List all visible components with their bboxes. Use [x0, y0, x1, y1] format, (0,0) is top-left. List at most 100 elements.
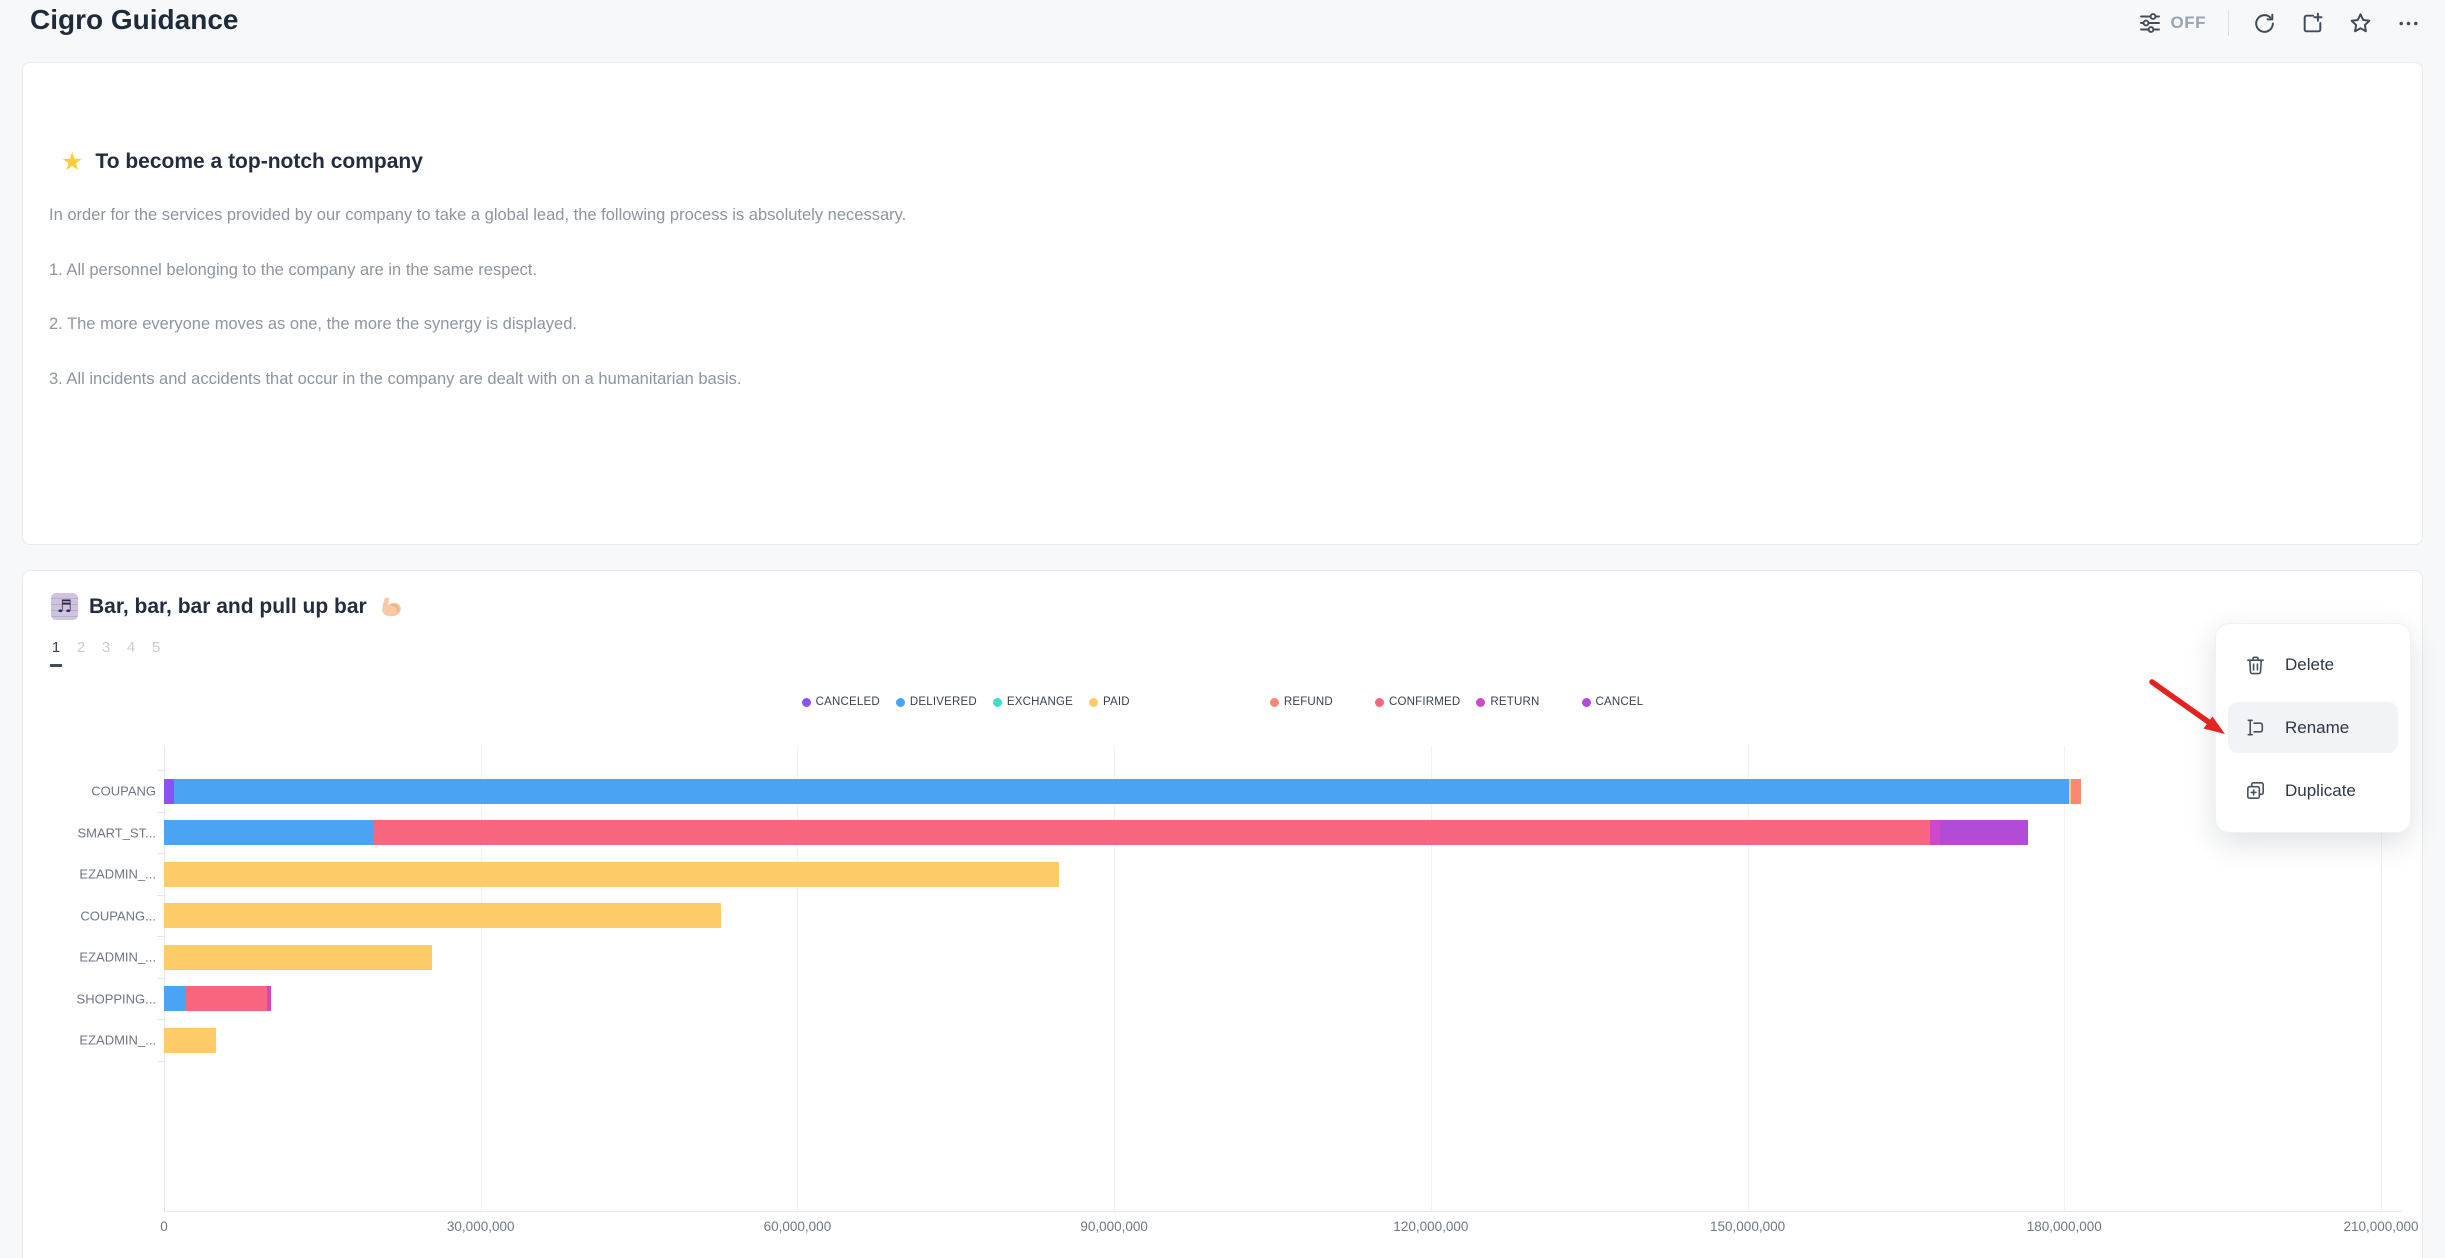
bar-row [164, 778, 2082, 804]
gridline [480, 746, 482, 1211]
bar-row [164, 944, 433, 970]
x-axis-tick-label: 60,000,000 [763, 1219, 832, 1234]
legend-dot [1476, 697, 1486, 707]
legend-label: RETURN [1490, 696, 1540, 708]
bar-segment-paid [164, 944, 433, 970]
legend-label: DELIVERED [909, 696, 977, 708]
x-axis-tick-label: 90,000,000 [1080, 1219, 1148, 1234]
legend-dot [1581, 697, 1591, 707]
x-axis-tick-label: 150,000,000 [1710, 1219, 1786, 1234]
menu-item-label: Delete [2285, 655, 2335, 675]
trash-icon [2247, 656, 2264, 675]
bar-segment-paid [164, 861, 1060, 887]
filter-toggle[interactable]: OFF [2137, 10, 2207, 36]
bar-segment-delivered [164, 820, 374, 845]
pagination-page-3[interactable]: 3 [101, 639, 111, 656]
refresh-icon[interactable] [2251, 10, 2277, 36]
bar-segment-confirmed [373, 820, 1931, 845]
bar-row [164, 1027, 216, 1053]
x-axis-tick-label: 120,000,000 [1393, 1219, 1469, 1234]
toolbar-divider [2228, 10, 2229, 36]
note-paragraph: 1. All personnel belonging to the compan… [49, 261, 537, 279]
pagination-page-2[interactable]: 2 [76, 639, 86, 656]
pagination-page-1[interactable]: 1 [50, 639, 62, 667]
pagination-page-5[interactable]: 5 [151, 639, 161, 656]
flexed-biceps-emoji-icon [382, 597, 401, 616]
menu-item-rename[interactable]: Rename [2228, 702, 2398, 754]
legend-item-delivered[interactable]: DELIVERED [895, 696, 977, 708]
note-paragraph: 2. The more everyone moves as one, the m… [49, 315, 577, 333]
y-axis-tick [157, 894, 164, 896]
gridline [2064, 746, 2066, 1211]
x-axis-tick-label: 210,000,000 [2343, 1219, 2419, 1234]
y-axis-tick [157, 770, 164, 772]
category-label: SHOPPING... [76, 991, 156, 1006]
context-menu: Delete Rename Duplicate [2215, 623, 2411, 833]
rename-icon [2247, 719, 2264, 736]
bar-chart-card: ♬ Bar, bar, bar and pull up bar 1 2 3 4 … [22, 570, 2423, 1258]
legend-item-cancel[interactable]: CANCEL [1581, 696, 1644, 708]
y-axis-tick [157, 1019, 164, 1021]
bar-row [164, 820, 2029, 845]
header-toolbar: OFF [2137, 10, 2422, 36]
menu-item-delete[interactable]: Delete [2228, 640, 2398, 691]
chart-pagination: 1 2 3 4 5 [50, 639, 162, 667]
legend-label: PAID [1103, 696, 1130, 708]
bar-chart-plot: 0 30,000,000 60,000,000 90,000,000 120,000,0… [23, 571, 2424, 1258]
bar-segment-cancel [1939, 820, 2029, 845]
legend-item-refund[interactable]: REFUND [1269, 696, 1333, 708]
y-axis-tick [157, 853, 164, 855]
category-label: EZADMIN_... [79, 949, 156, 965]
bar-segment-paid [2068, 778, 2071, 804]
bar-row [164, 861, 1060, 887]
legend-dot [992, 697, 1002, 707]
legend-label: REFUND [1283, 696, 1333, 708]
bar-segment-paid [164, 1027, 216, 1053]
bar-segment-canceled [164, 778, 174, 804]
note-title: To become a top-notch company [95, 149, 423, 173]
filter-sliders-icon [2137, 10, 2163, 36]
note-heading: ★ To become a top-notch company [61, 149, 423, 174]
chart-title: Bar, bar, bar and pull up bar [89, 594, 367, 618]
note-paragraph: In order for the services provided by ou… [49, 206, 907, 224]
y-axis-tick [157, 811, 164, 813]
star-emoji-icon: ★ [61, 147, 84, 176]
menu-item-duplicate[interactable]: Duplicate [2228, 765, 2398, 816]
chart-legend: CANCELED DELIVERED EXCHANGE PAID REFUND CONFI… [23, 696, 2422, 708]
pagination-page-4[interactable]: 4 [126, 639, 136, 656]
legend-item-confirmed[interactable]: CONFIRMED [1374, 696, 1461, 708]
y-axis-tick [157, 1060, 164, 1062]
category-label: SMART_ST... [77, 825, 156, 840]
bar-segment-confirmed [185, 986, 268, 1011]
x-axis-tick-label: 180,000,000 [2026, 1219, 2102, 1234]
x-axis-line [164, 1211, 2402, 1212]
add-widget-icon[interactable] [2299, 10, 2325, 36]
more-options-icon[interactable] [2395, 10, 2421, 36]
x-axis-tick-label: 0 [160, 1219, 168, 1234]
bar-row [164, 903, 722, 928]
chart-heading: ♬ Bar, bar, bar and pull up bar [51, 593, 404, 620]
legend-item-return[interactable]: RETURN [1476, 696, 1539, 708]
y-axis-tick [157, 936, 164, 938]
legend-item-paid[interactable]: PAID [1089, 696, 1130, 708]
category-label: EZADMIN_... [79, 1032, 156, 1048]
legend-label: EXCHANGE [1006, 696, 1074, 708]
legend-dot [1374, 697, 1384, 707]
y-axis-tick [157, 977, 164, 979]
gridline [2381, 746, 2382, 1211]
legend-dot [1269, 697, 1279, 707]
legend-label: CONFIRMED [1388, 696, 1461, 708]
bar-row [164, 986, 271, 1011]
legend-dot [801, 697, 811, 707]
gridline [1114, 746, 1116, 1211]
bar-segment-delivered [173, 778, 2069, 804]
bar-segment-delivered [164, 986, 186, 1011]
guidance-note-card: ★ To become a top-notch company In order… [22, 62, 2423, 545]
legend-item-exchange[interactable]: EXCHANGE [992, 696, 1074, 708]
legend-label: CANCELED [815, 696, 880, 708]
star-favorite-icon[interactable] [2347, 10, 2373, 36]
legend-item-canceled[interactable]: CANCELED [801, 696, 880, 708]
page-title: Cigro Guidance [30, 4, 239, 35]
category-label: COUPANG... [80, 908, 156, 923]
